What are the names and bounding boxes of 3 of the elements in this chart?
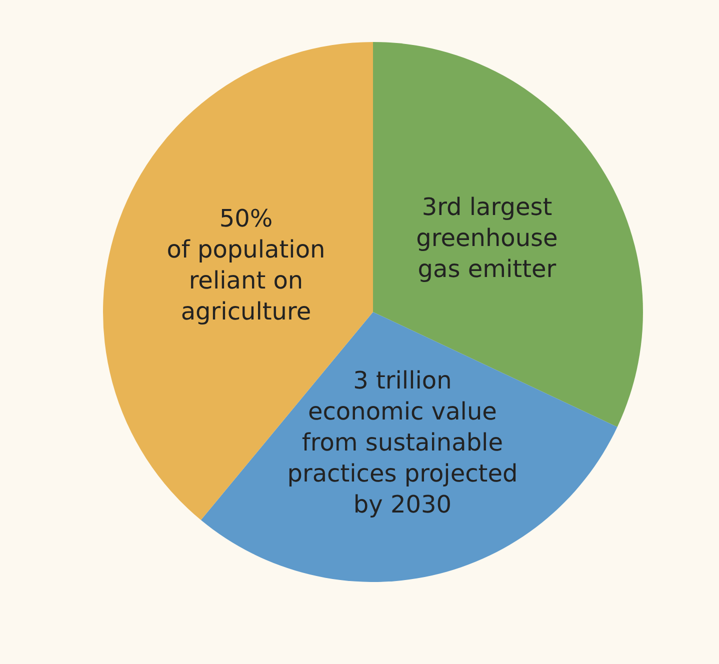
- slice-label: 3rd largest greenhouse gas emitter: [416, 193, 558, 284]
- slice-label: 50% of population reliant on agriculture: [166, 204, 326, 326]
- slice-label: 3 trillion economic value from sustainable practices projected by 2030: [287, 366, 518, 518]
